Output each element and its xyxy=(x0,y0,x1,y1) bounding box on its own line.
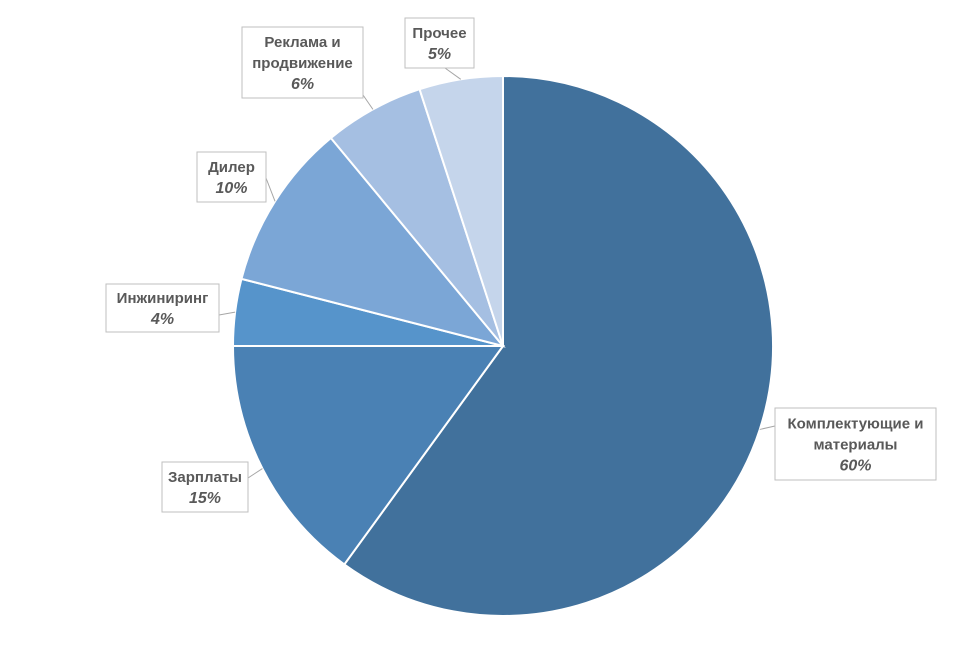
slice-label-text: Прочее xyxy=(412,25,466,42)
slice-percent-text: 4% xyxy=(150,311,174,328)
leader-line-6 xyxy=(444,67,462,80)
slice-label-text: Дилер xyxy=(208,159,255,176)
label-box xyxy=(774,407,937,481)
pie-slice-2 xyxy=(231,345,505,566)
label-box xyxy=(105,283,220,333)
slice-percent-text: 15% xyxy=(189,490,221,507)
data-label-2: Зарплаты 15% xyxy=(161,461,249,513)
label-box xyxy=(404,17,475,69)
leader-line-3 xyxy=(218,311,236,316)
slice-label-text: Зарплаты xyxy=(168,469,242,486)
slice-label-text: материалы xyxy=(814,437,898,454)
leader-line-5 xyxy=(362,94,374,110)
slice-label-text: Реклама и xyxy=(264,34,340,51)
slice-percent-text: 6% xyxy=(291,76,314,93)
slice-percent-text: 10% xyxy=(215,180,247,197)
slice-percent-text: 60% xyxy=(839,458,871,475)
slice-label-text: Комплектующие и xyxy=(788,416,924,433)
data-label-5: Реклама и продвижение 6% xyxy=(241,26,364,99)
leader-line-4 xyxy=(265,177,276,202)
label-box xyxy=(161,461,249,513)
leader-line-1 xyxy=(759,425,776,430)
data-label-6: Прочее 5% xyxy=(404,17,475,69)
pie-labels: Комплектующие и материалы 60% Зарплаты 15% Ин… xyxy=(105,17,937,513)
pie-slice-1 xyxy=(342,74,774,617)
label-box xyxy=(196,151,267,203)
leader-line-2 xyxy=(247,468,263,479)
pie-slice-4 xyxy=(240,136,506,348)
slice-label-text: Инжиниринг xyxy=(117,290,209,307)
slice-percent-text: 5% xyxy=(428,46,451,63)
pie-slice-6 xyxy=(418,74,504,347)
label-box xyxy=(241,26,364,99)
data-label-1: Комплектующие и материалы 60% xyxy=(774,407,937,481)
data-label-3: Инжиниринг 4% xyxy=(105,283,220,333)
slice-label-text: продвижение xyxy=(252,55,353,72)
pie-slices xyxy=(231,74,774,617)
data-label-4: Дилер 10% xyxy=(196,151,267,203)
